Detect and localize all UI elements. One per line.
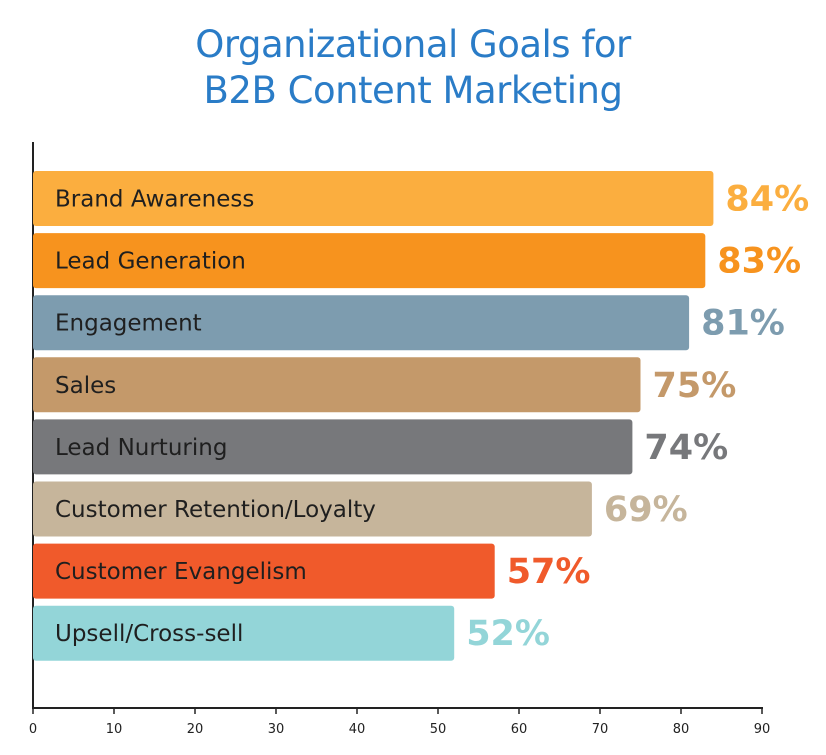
bar-value-label: 57% — [507, 552, 591, 592]
bar-category-label: Upsell/Cross-sell — [55, 621, 243, 647]
bar — [33, 233, 706, 289]
bar — [33, 543, 495, 599]
x-tick-label: 80 — [673, 722, 690, 737]
x-tick-label: 30 — [268, 722, 285, 737]
chart-title: Organizational Goals for B2B Content Mar… — [0, 22, 826, 114]
bar-category-label: Lead Nurturing — [55, 435, 227, 461]
bar-category-label: Customer Evangelism — [55, 559, 307, 585]
x-tick-label: 60 — [511, 722, 528, 737]
x-tick-label: 90 — [754, 722, 771, 737]
chart-title-line-2: B2B Content Marketing — [203, 69, 623, 112]
bar-value-label: 69% — [604, 490, 688, 530]
bar-category-label: Engagement — [55, 311, 202, 337]
bar-value-label: 83% — [717, 242, 801, 282]
bar — [33, 605, 455, 661]
bar — [33, 481, 592, 537]
bar-category-label: Customer Retention/Loyalty — [55, 497, 376, 523]
bar — [33, 357, 641, 413]
bar — [33, 419, 633, 475]
bar-value-label: 52% — [466, 614, 550, 654]
bar-value-label: 74% — [644, 428, 728, 468]
x-tick-label: 40 — [349, 722, 366, 737]
x-tick-label: 10 — [106, 722, 123, 737]
bar-value-label: 84% — [725, 180, 809, 220]
bar-value-label: 81% — [701, 304, 785, 344]
x-tick-label: 20 — [187, 722, 204, 737]
bar-category-label: Lead Generation — [55, 249, 246, 275]
chart-title-line-1: Organizational Goals for — [195, 23, 631, 66]
bar — [33, 295, 690, 351]
bar-category-label: Brand Awareness — [55, 187, 254, 213]
bar-value-label: 75% — [653, 366, 737, 406]
x-tick-label: 70 — [592, 722, 609, 737]
x-tick-label: 0 — [29, 722, 37, 737]
bar — [33, 171, 714, 226]
bar-category-label: Sales — [55, 373, 116, 399]
x-tick-label: 50 — [430, 722, 447, 737]
